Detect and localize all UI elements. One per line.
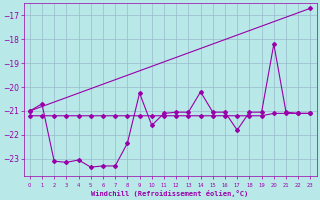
X-axis label: Windchill (Refroidissement éolien,°C): Windchill (Refroidissement éolien,°C) xyxy=(92,190,249,197)
